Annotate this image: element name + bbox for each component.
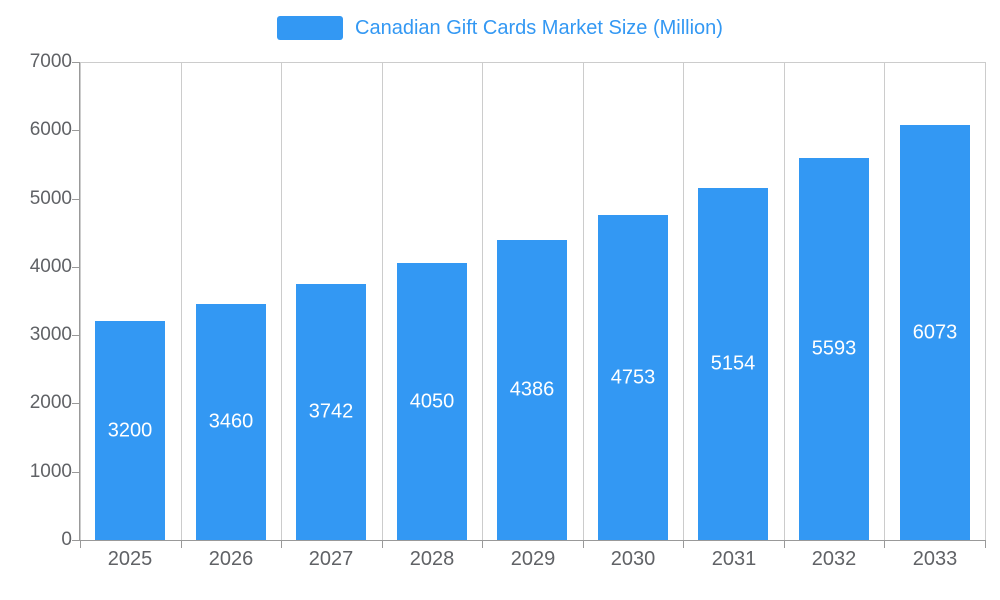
y-axis-tick [72, 335, 79, 336]
vertical-grid-line [784, 62, 785, 540]
x-axis-tick-label: 2033 [912, 548, 958, 570]
y-axis-tick [72, 472, 79, 473]
bar: 4753 [598, 215, 668, 540]
x-axis-tick [583, 541, 584, 548]
x-axis-tick [482, 541, 483, 548]
y-axis-tick-label: 4000 [29, 256, 72, 277]
x-axis-tick [382, 541, 383, 548]
bar-value-label: 4386 [509, 378, 555, 401]
y-axis-tick-label: 5000 [29, 188, 72, 209]
y-axis-tick-label: 1000 [29, 461, 72, 482]
x-axis-tick-label: 2029 [510, 548, 556, 570]
x-axis-tick-label: 2028 [409, 548, 455, 570]
x-axis-tick [784, 541, 785, 548]
y-axis-tick [72, 540, 79, 541]
y-axis-tick [72, 199, 79, 200]
x-axis-tick-label: 2026 [208, 548, 254, 570]
vertical-grid-line [80, 62, 81, 540]
plot-area: 0 1000 2000 3000 4000 5000 6000 7000 2025 2026 20… [30, 51, 986, 570]
y-axis-tick [72, 403, 79, 404]
vertical-grid-line [281, 62, 282, 540]
vertical-grid-line [482, 62, 483, 540]
x-axis-tick [80, 541, 81, 548]
vertical-grid-line [583, 62, 584, 540]
bar-value-label: 3200 [107, 419, 153, 441]
bar: 3742 [296, 284, 366, 540]
x-axis-tick-label: 2027 [308, 548, 354, 570]
bar: 4386 [497, 240, 567, 540]
chart-title: Canadian Gift Cards Market Size (Million… [355, 16, 723, 39]
bar-value-label: 5593 [811, 337, 857, 360]
bar-value-label: 5154 [710, 352, 756, 375]
top-grid-line [80, 62, 985, 63]
y-axis-tick-label: 0 [61, 529, 72, 550]
bar-value-label: 3460 [208, 410, 254, 433]
x-axis-tick [181, 541, 182, 548]
bar: 5154 [698, 188, 768, 540]
x-axis-line [79, 540, 986, 541]
bar-value-label: 4753 [610, 366, 656, 388]
y-axis-tick [72, 62, 79, 63]
bar-value-label: 4050 [409, 390, 455, 412]
y-axis-tick [72, 267, 79, 268]
vertical-grid-line [382, 62, 383, 540]
x-axis-tick-label: 2032 [811, 548, 857, 570]
bar: 3200 [95, 321, 165, 540]
x-axis-tick [985, 541, 986, 548]
legend: Canadian Gift Cards Market Size (Million… [0, 16, 1000, 40]
vertical-grid-line [884, 62, 885, 540]
bar: 4050 [397, 263, 467, 540]
x-axis-tick-label: 2025 [107, 548, 153, 570]
y-axis-tick [72, 130, 79, 131]
x-axis-tick [884, 541, 885, 548]
x-axis-tick-label: 2030 [610, 548, 656, 570]
y-axis-tick-label: 6000 [29, 119, 72, 140]
y-axis-line [79, 62, 80, 541]
x-axis-tick [683, 541, 684, 548]
x-axis-tick-label: 2031 [711, 548, 757, 570]
bar-value-label: 6073 [912, 321, 958, 343]
vertical-grid-line [181, 62, 182, 540]
legend-item[interactable]: Canadian Gift Cards Market Size (Million… [277, 16, 723, 40]
legend-swatch [277, 16, 344, 40]
bar: 6073 [900, 125, 970, 540]
y-axis-tick-label: 3000 [29, 324, 72, 345]
y-axis-tick-label: 7000 [29, 51, 72, 72]
x-axis-tick [281, 541, 282, 548]
bar: 5593 [799, 158, 869, 540]
vertical-grid-line [985, 62, 986, 540]
bar-value-label: 3742 [308, 400, 354, 423]
y-axis-tick-label: 2000 [29, 392, 72, 413]
vertical-grid-line [683, 62, 684, 540]
bar: 3460 [196, 304, 266, 540]
